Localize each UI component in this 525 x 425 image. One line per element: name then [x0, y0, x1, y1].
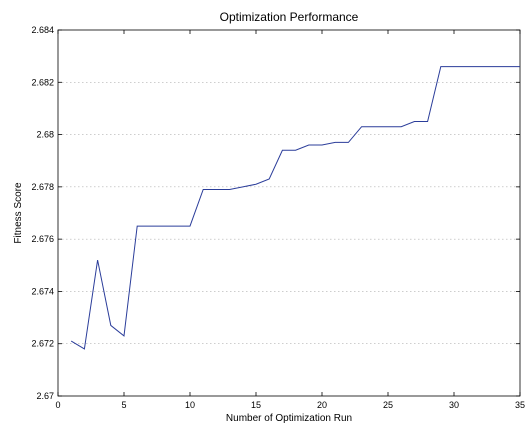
series-line — [70, 66, 520, 350]
x-tick-label: 10 — [185, 400, 195, 410]
x-tick-label: 30 — [449, 400, 459, 410]
x-tick-label: 15 — [251, 400, 261, 410]
y-tick-label: 2.674 — [31, 286, 54, 296]
y-axis-label: Fitness Score — [13, 182, 24, 244]
x-tick-label: 20 — [317, 400, 327, 410]
chart-title: Optimization Performance — [220, 10, 359, 24]
x-tick-labels: 0 5 10 15 20 25 30 35 — [55, 400, 525, 410]
x-tick-label: 35 — [515, 400, 525, 410]
y-tick-label: 2.672 — [31, 339, 54, 349]
y-tick-label: 2.678 — [31, 182, 54, 192]
x-tick-label: 0 — [55, 400, 60, 410]
x-tick-label: 5 — [121, 400, 126, 410]
x-tick-label: 25 — [383, 400, 393, 410]
y-tick-label: 2.684 — [31, 25, 54, 35]
ticks — [57, 29, 521, 397]
y-tick-label: 2.676 — [31, 234, 54, 244]
y-tick-label: 2.68 — [36, 130, 54, 140]
x-axis-label: Number of Optimization Run — [226, 413, 352, 424]
plot-area — [57, 29, 521, 397]
y-tick-label: 2.682 — [31, 77, 54, 87]
y-tick-labels: 2.67 2.672 2.674 2.676 2.678 2.68 2.682 2.684 — [31, 25, 54, 401]
grid — [58, 81, 520, 345]
series-group — [70, 66, 520, 350]
y-tick-label: 2.67 — [36, 391, 54, 401]
